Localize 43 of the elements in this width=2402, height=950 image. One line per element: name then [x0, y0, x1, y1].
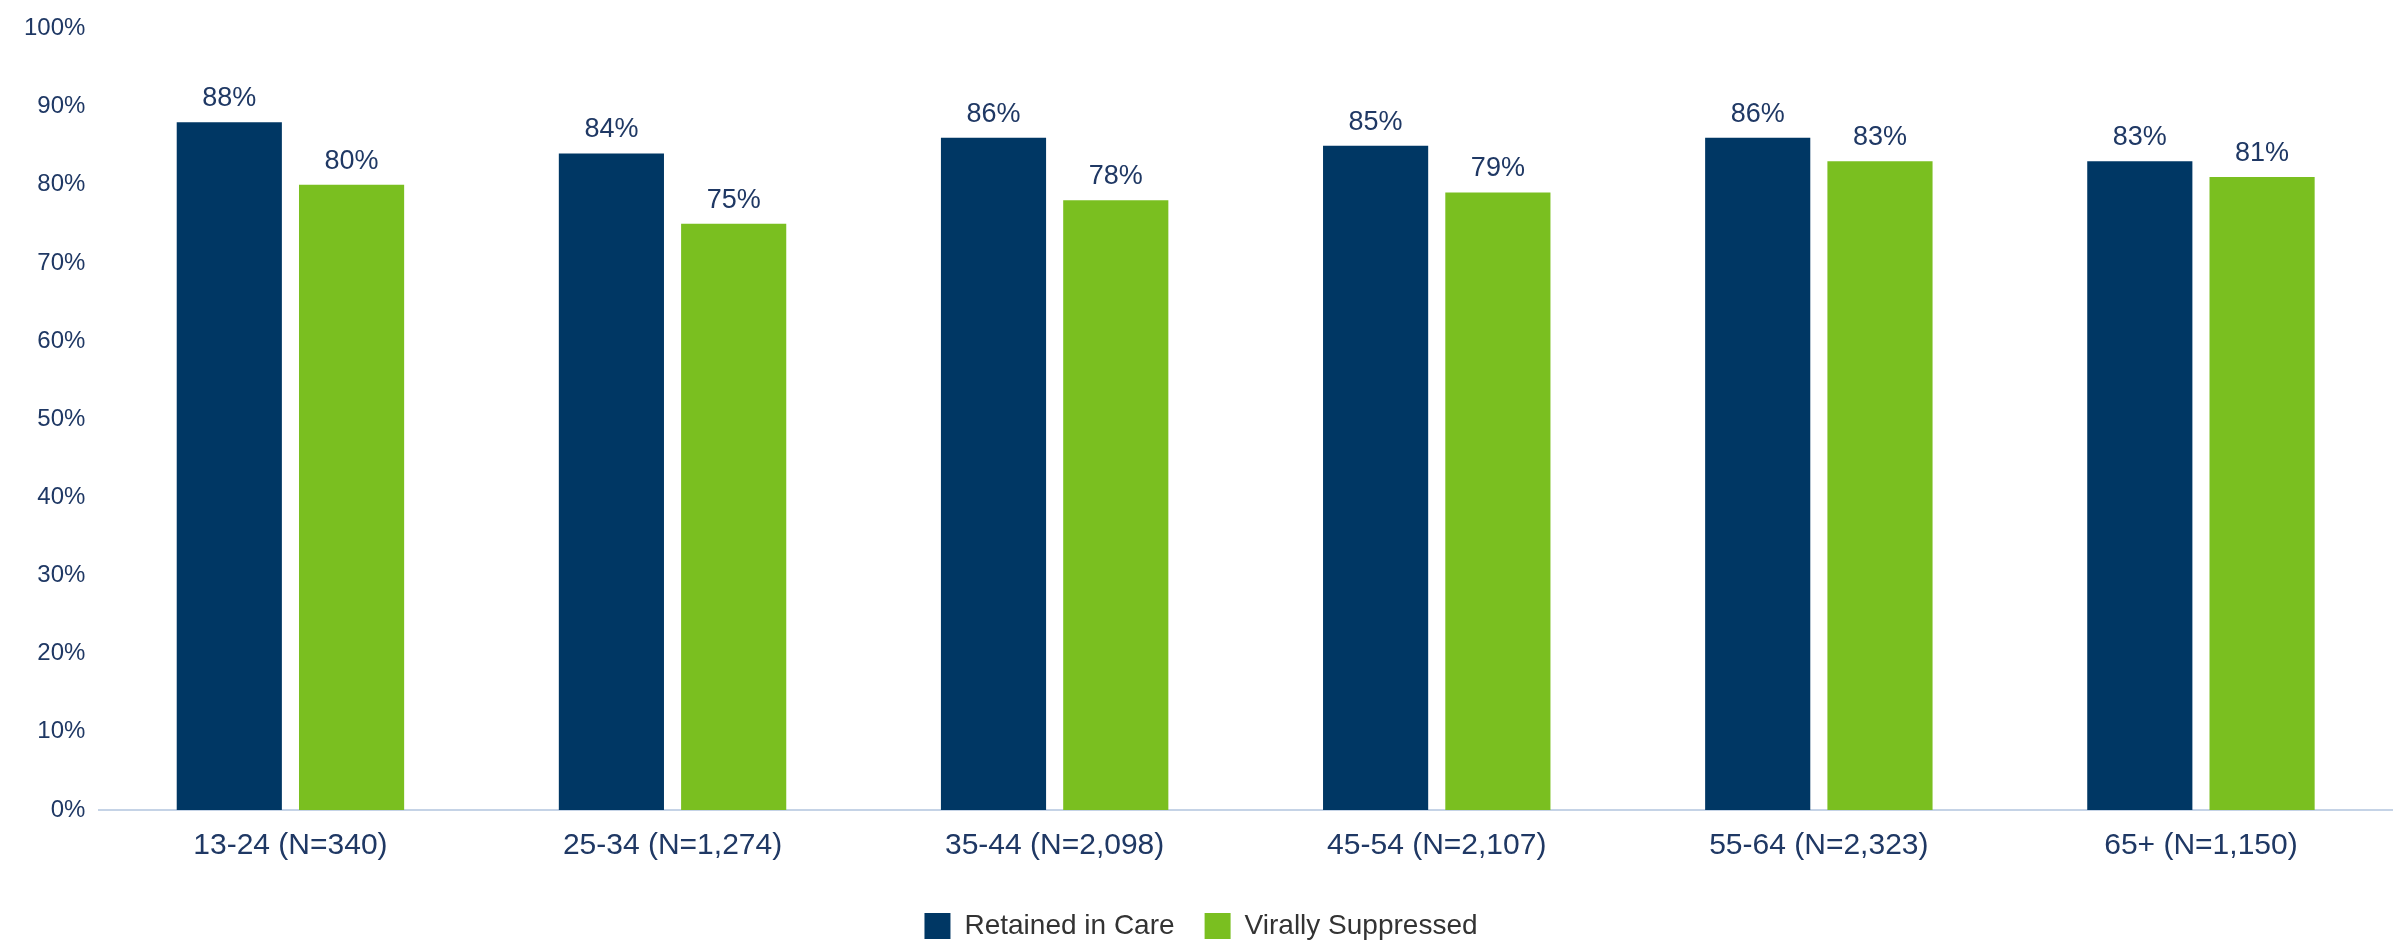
data-label: 75%: [706, 183, 761, 214]
bar: [2087, 161, 2193, 810]
bar: [1445, 192, 1551, 810]
legend-label: Retained in Care: [964, 908, 1175, 940]
x-tick-label: 65+ (N=1,150): [2104, 827, 2298, 861]
y-tick-label: 10%: [37, 716, 86, 744]
bar: [681, 223, 787, 810]
bar: [558, 153, 664, 810]
y-tick-label: 20%: [37, 638, 86, 666]
y-tick-label: 50%: [37, 403, 86, 431]
data-label: 80%: [324, 144, 379, 175]
x-tick-label: 45-54 (N=2,107): [1327, 827, 1547, 861]
bar: [298, 184, 405, 810]
bar: [940, 137, 1047, 810]
bar: [176, 122, 282, 810]
y-tick-label: 70%: [37, 247, 86, 275]
data-label: 86%: [966, 97, 1021, 128]
data-label: 78%: [1088, 160, 1143, 191]
y-tick-label: 0%: [50, 794, 86, 822]
data-label: 81%: [2235, 136, 2290, 167]
data-label: 83%: [2112, 121, 2167, 152]
y-tick-label: 80%: [37, 169, 86, 197]
data-label: 85%: [1348, 105, 1403, 136]
x-tick-label: 35-44 (N=2,098): [944, 827, 1165, 861]
legend-label: Virally Suppressed: [1244, 908, 1478, 940]
bar: [1827, 161, 1933, 810]
y-tick-label: 30%: [37, 560, 86, 588]
x-tick-label: 25-34 (N=1,274): [562, 827, 783, 861]
bar: [2209, 176, 2315, 810]
bar: [1705, 137, 1811, 810]
data-label: 84%: [584, 113, 639, 144]
bar: [1063, 200, 1169, 810]
x-tick-label: 55-64 (N=2,323): [1709, 827, 1929, 861]
y-tick-label: 90%: [37, 91, 86, 119]
data-label: 79%: [1470, 152, 1525, 183]
y-tick-label: 60%: [37, 325, 86, 353]
data-label: 86%: [1730, 97, 1785, 128]
data-label: 88%: [202, 82, 257, 113]
y-tick-label: 40%: [37, 481, 86, 509]
bar: [1323, 145, 1429, 810]
data-label: 83%: [1852, 121, 1908, 152]
x-tick-label: 13-24 (N=340): [193, 827, 388, 861]
y-tick-label: 100%: [23, 13, 86, 41]
